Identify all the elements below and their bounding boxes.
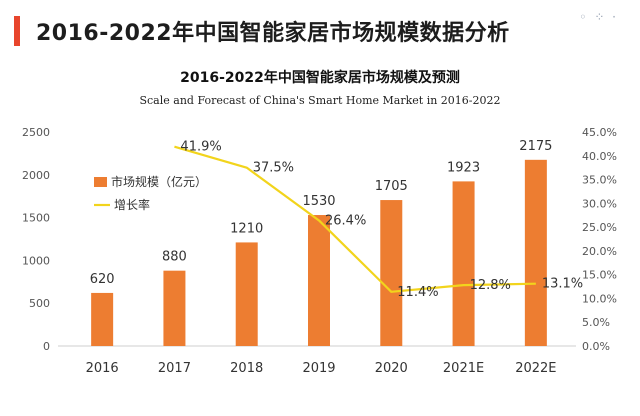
bar-data-label: 1530 [302, 194, 335, 209]
growth-rate-label: 13.1% [542, 277, 583, 292]
bar-data-label: 2175 [519, 139, 552, 154]
x-tick-label: 2018 [230, 361, 263, 376]
x-tick-label: 2021E [443, 361, 484, 376]
bar [163, 270, 186, 346]
bar [235, 242, 258, 346]
growth-rate-label: 11.4% [397, 285, 438, 300]
y-left-tick-label: 0 [43, 340, 50, 353]
x-tick-label: 2020 [375, 361, 408, 376]
decorative-dots-icon: ◦ ⁘ · [579, 10, 618, 24]
y-right-tick-label: 10.0% [582, 292, 617, 305]
header-accent-bar [14, 16, 20, 46]
bar [380, 200, 403, 346]
bar [452, 181, 475, 346]
y-right-tick-label: 15.0% [582, 269, 617, 282]
bar-data-label: 1705 [375, 179, 408, 194]
x-tick-label: 2022E [515, 361, 556, 376]
legend-swatch-bar [94, 177, 107, 187]
y-right-tick-label: 30.0% [582, 197, 617, 210]
y-right-tick-label: 45.0% [582, 126, 617, 139]
y-right-tick-label: 25.0% [582, 221, 617, 234]
growth-rate-label: 37.5% [253, 161, 294, 176]
y-right-tick-label: 20.0% [582, 245, 617, 258]
legend-label-bar: 市场规模（亿元） [111, 174, 207, 189]
chart-subtitle: Scale and Forecast of China's Smart Home… [139, 94, 500, 107]
growth-rate-label: 41.9% [180, 140, 221, 155]
y-left-tick-label: 2500 [22, 126, 50, 139]
y-left-tick-label: 2000 [22, 169, 50, 182]
growth-rate-line [174, 145, 536, 293]
y-left-tick-label: 1000 [22, 254, 50, 267]
chart-title: 2016-2022年中国智能家居市场规模及预测 [180, 69, 460, 86]
y-right-tick-label: 35.0% [582, 174, 617, 187]
page-title: 2016-2022年中国智能家居市场规模数据分析 [36, 21, 510, 46]
x-tick-label: 2017 [158, 361, 191, 376]
bar-data-label: 1210 [230, 221, 263, 236]
growth-rate-label: 12.8% [470, 278, 511, 293]
bar-data-label: 620 [90, 272, 115, 287]
y-right-tick-label: 5.0% [582, 316, 610, 329]
bar-data-label: 880 [162, 250, 187, 265]
y-left-tick-label: 1500 [22, 212, 50, 225]
x-tick-label: 2019 [302, 361, 335, 376]
y-right-tick-label: 0.0% [582, 340, 610, 353]
bar [308, 215, 330, 346]
bar [524, 159, 547, 346]
y-left-tick-label: 500 [29, 297, 50, 310]
y-right-tick-label: 40.0% [582, 150, 617, 163]
x-tick-label: 2016 [86, 361, 119, 376]
bar [91, 292, 114, 346]
growth-rate-label: 26.4% [325, 213, 366, 228]
legend-label-line: 增长率 [114, 197, 150, 212]
page-header: 2016-2022年中国智能家居市场规模数据分析 ◦ ⁘ · [0, 0, 640, 62]
bar-data-label: 1923 [447, 160, 480, 175]
